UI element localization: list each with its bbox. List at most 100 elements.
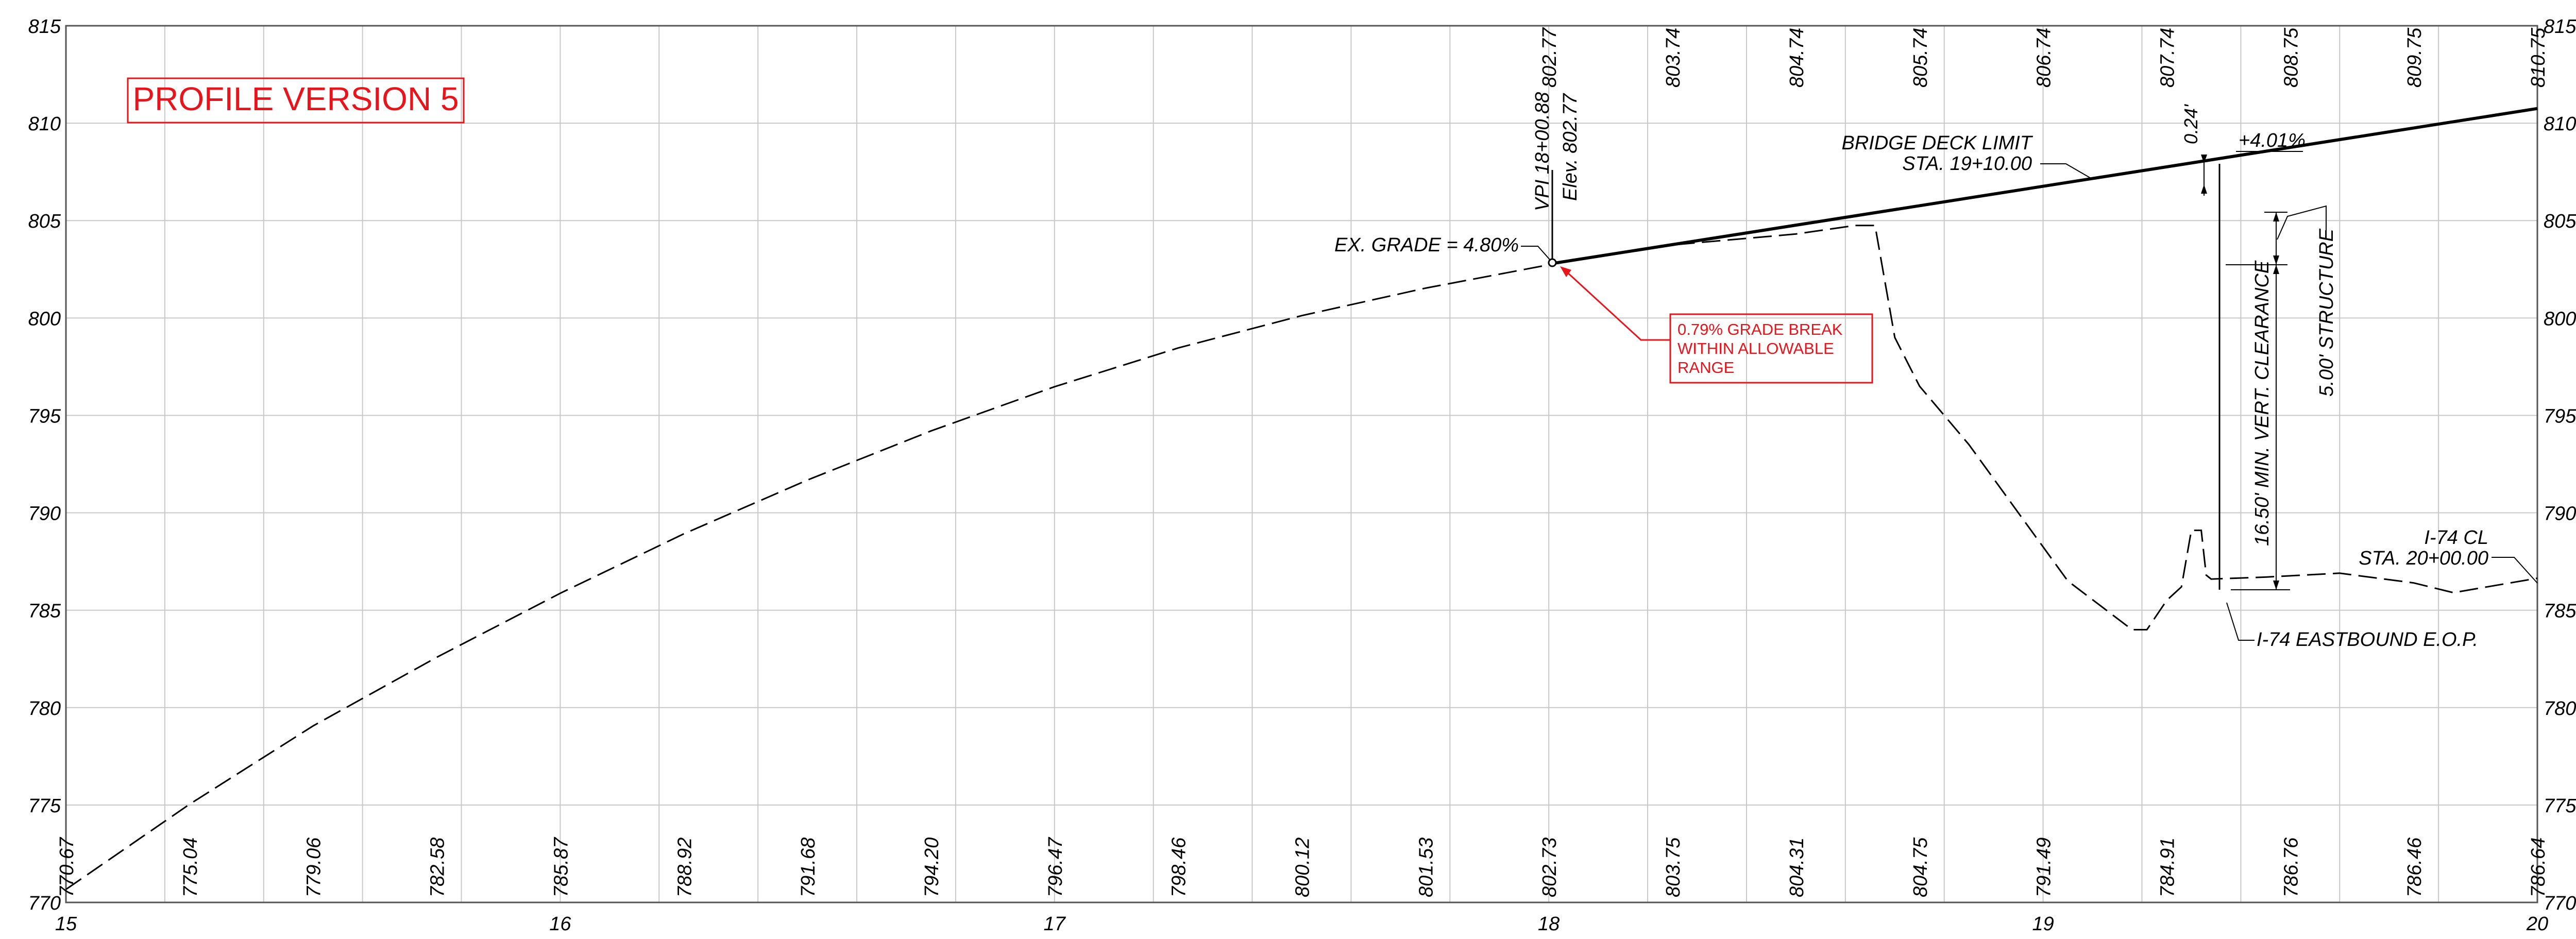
callout-arrowhead	[1560, 266, 1571, 277]
y-tick-label-left: 785	[28, 601, 61, 622]
bottom-elevation-label: 804.75	[1910, 837, 1931, 897]
y-tick-label-right: 795	[2544, 405, 2576, 427]
structure-arrow-bottom	[2273, 255, 2279, 265]
i74-cl-label-2: STA. 20+00.00	[2359, 548, 2488, 569]
dim-024-arrow-bottom	[2201, 184, 2207, 194]
bottom-elevation-label: 791.49	[2033, 838, 2055, 897]
callout-line-3: RANGE	[1677, 358, 1734, 377]
i74-eop-label: I-74 EASTBOUND E.O.P.	[2257, 629, 2478, 651]
y-tick-label-right: 785	[2544, 601, 2576, 622]
bottom-elevation-label: 786.76	[2280, 837, 2302, 897]
y-tick-label-right: 815	[2544, 16, 2576, 38]
bottom-elevation-label: 796.47	[1045, 836, 1066, 897]
deck-dimension-annotation: 0.24' +4.01%	[2180, 104, 2306, 196]
bottom-elevation-label: 785.87	[550, 836, 572, 897]
i74-centerline-annotation: I-74 CL STA. 20+00.00	[2359, 527, 2538, 584]
y-tick-label-left: 810	[28, 113, 61, 135]
y-axis-labels: 770 770 775 775 780 780 785 785 790 790 795 795 800 8…	[28, 16, 2576, 914]
bridge-limit-label-1: BRIDGE DECK LIMIT	[1842, 132, 2033, 154]
y-tick-label-left: 800	[28, 308, 61, 330]
title-block: PROFILE VERSION 5	[127, 77, 465, 124]
bottom-elevation-label: 803.75	[1663, 837, 1684, 897]
y-tick-label-right: 775	[2544, 795, 2576, 817]
x-tick-label: 18	[1538, 913, 1560, 935]
bridge-limit-label-2: STA. 19+10.00	[1902, 153, 2032, 175]
clearance-arrow-bottom	[2273, 581, 2279, 590]
bottom-elevation-label: 770.67	[56, 836, 78, 897]
vpi-point-marker	[1548, 258, 1557, 267]
top-elevation-label: 805.74	[1910, 28, 1931, 88]
bottom-elevation-label: 801.53	[1415, 838, 1437, 897]
y-tick-label-left: 770	[28, 893, 61, 914]
y-tick-label-right: 790	[2544, 503, 2576, 525]
dim-024-arrow-top	[2201, 155, 2207, 164]
callout-box	[1669, 313, 1873, 384]
bottom-elevation-label: 786.64	[2528, 838, 2549, 897]
top-elevation-label: 804.74	[1786, 28, 1808, 88]
i74-eop-annotation: I-74 EASTBOUND E.O.P.	[2226, 602, 2478, 651]
y-tick-label-left: 815	[28, 16, 61, 38]
bottom-elevation-label: 804.31	[1786, 838, 1808, 897]
callout-leader	[1565, 270, 1670, 341]
top-elevation-label: 809.75	[2404, 27, 2426, 88]
y-tick-label-right: 770	[2544, 893, 2576, 914]
grade-break-callout: 0.79% GRADE BREAK WITHIN ALLOWABLE RANGE	[1560, 266, 1873, 384]
vpi-annotation: VPI 18+00.88 Elev. 802.77	[1532, 92, 1581, 267]
existing-grade-annotation: EX. GRADE = 4.80%	[1334, 234, 1551, 261]
x-tick-label: 19	[2032, 913, 2054, 935]
bottom-elevation-label: 775.04	[180, 838, 201, 897]
top-elevation-label: 810.75	[2528, 27, 2549, 88]
dim-024-label: 0.24'	[2180, 104, 2201, 144]
bottom-elevation-label: 786.46	[2404, 837, 2426, 897]
proposed-grade-line	[1548, 107, 2538, 266]
top-elevation-label: 802.77	[1539, 27, 1561, 88]
profile-title: PROFILE VERSION 5	[132, 80, 459, 117]
top-elevation-labels: 802.77 803.74 804.74 805.74 806.74 807.74 808.…	[1539, 27, 2549, 88]
i74-cl-leader	[2492, 557, 2538, 584]
existing-grade-leader	[1521, 246, 1551, 261]
x-tick-label: 20	[2526, 913, 2548, 935]
vpi-elevation-label: Elev. 802.77	[1560, 93, 1581, 201]
vpi-station-label: VPI 18+00.88	[1532, 92, 1553, 211]
i74-eop-leader	[2226, 602, 2255, 641]
bottom-elevation-label: 788.92	[674, 838, 696, 897]
y-tick-label-right: 780	[2544, 698, 2576, 720]
bottom-elevation-label: 784.91	[2157, 838, 2178, 897]
y-tick-label-left: 775	[28, 795, 61, 817]
clearance-label: 16.50' MIN. VERT. CLEARANCE	[2251, 260, 2273, 546]
y-tick-label-right: 800	[2544, 308, 2576, 330]
bottom-elevation-label: 794.20	[921, 838, 943, 897]
grade-up-label: +4.01%	[2239, 130, 2306, 151]
existing-ground-line	[65, 225, 2538, 890]
bridge-limit-leader	[2040, 163, 2092, 179]
x-tick-label: 17	[1044, 913, 1066, 935]
top-elevation-label: 807.74	[2157, 28, 2178, 88]
y-tick-label-left: 790	[28, 503, 61, 525]
bottom-elevation-label: 779.06	[303, 837, 325, 897]
x-tick-label: 16	[549, 913, 571, 935]
callout-line-2: WITHIN ALLOWABLE	[1677, 339, 1834, 357]
y-tick-label-left: 805	[28, 211, 61, 232]
x-axis-labels: 15 16 17 18 19 20	[55, 913, 2548, 935]
i74-cl-label-1: I-74 CL	[2424, 527, 2488, 549]
structure-leader	[2277, 205, 2327, 240]
top-elevation-label: 808.75	[2280, 27, 2302, 88]
callout-line-1: 0.79% GRADE BREAK	[1677, 320, 1843, 338]
bottom-elevation-label: 800.12	[1292, 838, 1314, 897]
structure-clearance-annotation: 5.00' STRUCTURE 16.50' MIN. VERT. CLEARA…	[2218, 164, 2337, 590]
bottom-elevation-labels: 770.67 775.04 779.06 782.58 785.87 788.92 791.…	[56, 836, 2549, 897]
x-tick-label: 15	[55, 913, 77, 935]
bottom-elevation-label: 802.73	[1539, 838, 1561, 897]
top-elevation-label: 803.74	[1663, 28, 1684, 88]
top-elevation-label: 806.74	[2033, 28, 2055, 88]
bottom-elevation-label: 782.58	[427, 838, 449, 897]
y-tick-label-left: 795	[28, 405, 61, 427]
existing-grade-label: EX. GRADE = 4.80%	[1334, 234, 1519, 256]
y-tick-label-right: 810	[2544, 113, 2576, 135]
structure-arrow-top	[2273, 212, 2279, 221]
bottom-elevation-label: 791.68	[798, 838, 819, 897]
clearance-arrow-top	[2273, 265, 2279, 274]
title-box	[127, 77, 465, 124]
